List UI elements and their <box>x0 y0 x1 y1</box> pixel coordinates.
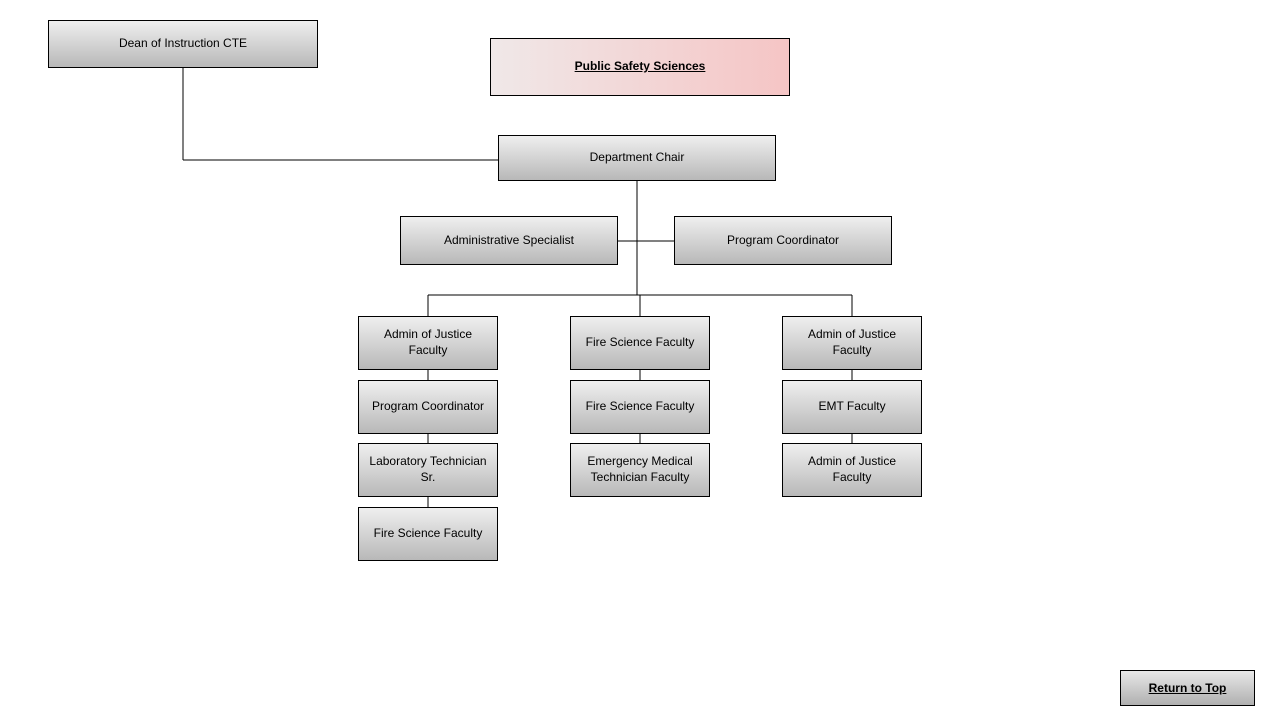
node-lab-technician: Laboratory Technician Sr. <box>358 443 498 497</box>
node-dean: Dean of Instruction CTE <box>48 20 318 68</box>
node-label: Dean of Instruction CTE <box>119 36 247 52</box>
node-label: Program Coordinator <box>372 399 484 415</box>
node-admin-justice-faculty-1: Admin of Justice Faculty <box>358 316 498 370</box>
node-admin-justice-faculty-3: Admin of Justice Faculty <box>782 443 922 497</box>
node-fire-science-faculty-3: Fire Science Faculty <box>570 380 710 434</box>
node-emt-faculty-2: EMT Faculty <box>782 380 922 434</box>
node-program-coordinator: Program Coordinator <box>674 216 892 265</box>
return-label: Return to Top <box>1149 681 1227 695</box>
node-dept-chair: Department Chair <box>498 135 776 181</box>
node-fire-science-faculty-2: Fire Science Faculty <box>570 316 710 370</box>
node-title: Public Safety Sciences <box>490 38 790 96</box>
node-label: Administrative Specialist <box>444 233 574 249</box>
node-label: Admin of Justice Faculty <box>787 454 917 485</box>
node-label: Laboratory Technician Sr. <box>363 454 493 485</box>
return-to-top-link[interactable]: Return to Top <box>1120 670 1255 706</box>
node-program-coordinator-2: Program Coordinator <box>358 380 498 434</box>
node-admin-justice-faculty-2: Admin of Justice Faculty <box>782 316 922 370</box>
node-label: Fire Science Faculty <box>586 335 695 351</box>
title-label: Public Safety Sciences <box>575 59 706 75</box>
node-label: Program Coordinator <box>727 233 839 249</box>
node-label: EMT Faculty <box>818 399 885 415</box>
node-label: Admin of Justice Faculty <box>363 327 493 358</box>
node-label: Department Chair <box>590 150 685 166</box>
node-label: Fire Science Faculty <box>374 526 483 542</box>
node-label: Emergency Medical Technician Faculty <box>575 454 705 485</box>
node-label: Fire Science Faculty <box>586 399 695 415</box>
node-label: Admin of Justice Faculty <box>787 327 917 358</box>
node-admin-specialist: Administrative Specialist <box>400 216 618 265</box>
node-fire-science-faculty-1: Fire Science Faculty <box>358 507 498 561</box>
node-emt-faculty-1: Emergency Medical Technician Faculty <box>570 443 710 497</box>
